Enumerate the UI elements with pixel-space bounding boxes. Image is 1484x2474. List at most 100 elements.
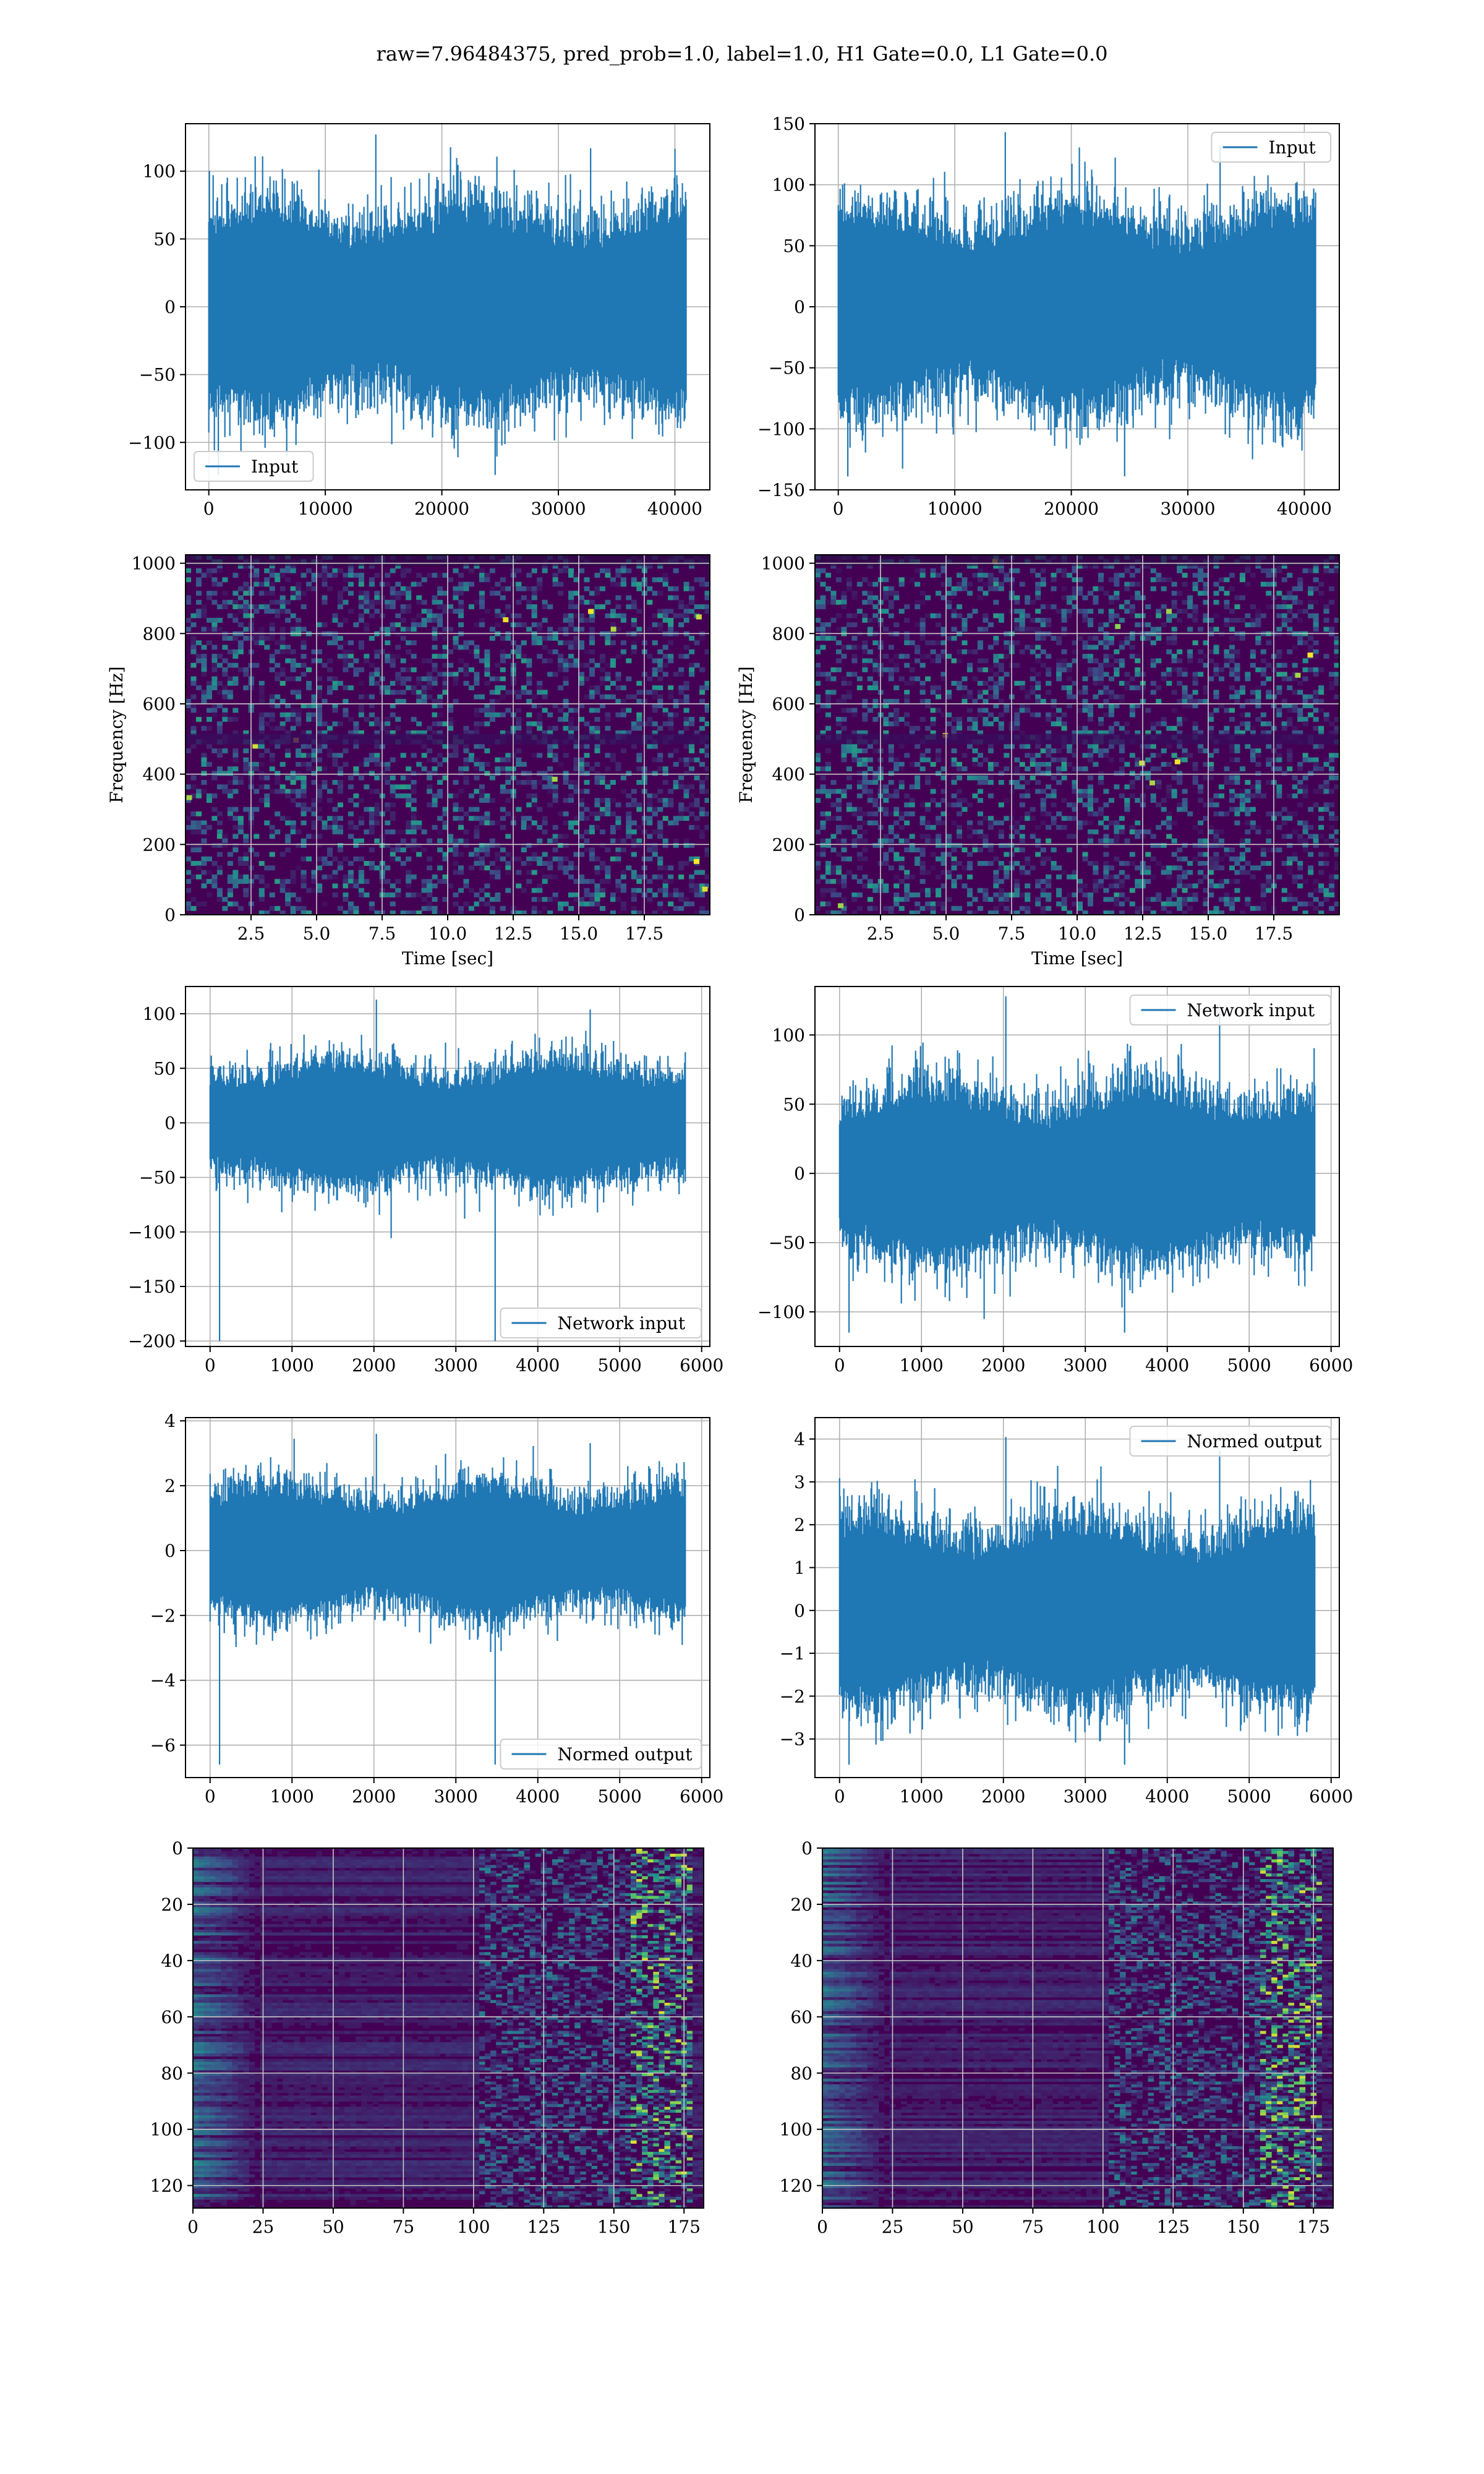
heatmap-cell [270,829,275,834]
heatmap-cell [1035,658,1041,663]
heatmap-cell [1062,721,1067,726]
y-axis-label: Frequency [Hz] [106,666,127,803]
heatmap-cell [1114,825,1119,830]
heatmap-cell [228,766,233,771]
heatmap-cell [1109,640,1114,645]
heatmap-cell [207,726,212,731]
heatmap-cell [285,609,291,614]
heatmap-cell [416,614,422,618]
heatmap-cell [846,776,852,781]
heatmap-cell [841,645,846,650]
heatmap-cell [395,582,401,587]
heatmap-cell [825,677,831,682]
heatmap-cell [815,577,821,582]
y-tick-label: 400 [143,764,176,785]
heatmap-cell [1224,658,1229,663]
heatmap-cell [280,713,286,717]
heatmap-cell [1187,695,1193,700]
heatmap-cell [836,640,842,645]
heatmap-cell [186,857,191,862]
heatmap-cell [899,654,905,659]
heatmap-cell [621,839,626,844]
heatmap-cell [579,627,584,631]
heatmap-cell [1130,784,1135,789]
heatmap-cell [259,640,265,645]
heatmap-cell [222,667,228,672]
heatmap-cell [532,695,537,700]
heatmap-cell [1166,672,1172,677]
heatmap-cell [1297,784,1303,789]
heatmap-cell [889,794,894,798]
heatmap-cell [458,609,464,614]
heatmap-cell [678,614,684,618]
heatmap-cell [999,780,1004,785]
heatmap-cell [568,861,574,866]
heatmap-cell [988,748,994,753]
heatmap-cell [270,852,275,857]
heatmap-cell [699,636,705,641]
heatmap-cell [626,695,631,700]
heatmap-cell [1062,649,1067,654]
heatmap-cell [479,762,485,767]
heatmap-cell [1229,672,1235,677]
heatmap-cell [474,726,479,731]
heatmap-cell [862,618,868,623]
heatmap-cell [1229,780,1235,785]
heatmap-cell [259,726,265,731]
heatmap-cell [820,600,825,605]
heatmap-cell [563,699,569,704]
heatmap-cell [1177,681,1182,686]
heatmap-cell [1208,766,1214,771]
heatmap-cell [190,726,196,731]
heatmap-cell [872,596,878,601]
heatmap-cell [217,784,223,789]
heatmap-cell [652,622,658,627]
heatmap-cell [343,618,348,623]
heatmap-cell [1051,758,1057,763]
heatmap-cell [1166,825,1172,830]
heatmap-cell [484,577,490,582]
heatmap-cell [589,857,595,862]
heatmap-cell [385,721,390,726]
heatmap-cell [1119,748,1125,753]
heatmap-cell [1093,672,1098,677]
heatmap-cell [401,667,406,672]
heatmap-cell [988,744,994,749]
heatmap-cell [589,708,595,713]
heatmap-cell [993,762,999,767]
heatmap-cell [1234,811,1240,816]
heatmap-cell [353,883,359,888]
heatmap-cell [925,654,931,659]
heatmap-cell [474,758,479,763]
heatmap-cell [699,789,705,794]
heatmap-cell [589,685,595,690]
heatmap-cell [254,636,259,641]
heatmap-cell [422,906,427,911]
heatmap-cell [196,825,202,830]
heatmap-cell [275,663,280,668]
heatmap-cell [589,627,595,631]
heatmap-cell [862,577,868,582]
heatmap-cell [1329,776,1334,781]
heatmap-cell [201,829,207,834]
heatmap-cell [1082,708,1088,713]
heatmap-cell [369,604,375,609]
heatmap-cell [851,758,857,763]
heatmap-cell [663,839,668,844]
heatmap-cell [1124,568,1130,573]
heatmap-cell [411,892,417,897]
heatmap-cell [626,865,631,870]
heatmap-cell [270,726,275,731]
heatmap-cell [1193,762,1198,767]
heatmap-cell [584,892,589,897]
heatmap-cell [317,766,322,771]
heatmap-cell [458,839,464,844]
heatmap-cell [406,829,411,834]
heatmap-cell [689,843,694,848]
heatmap-cell [537,753,542,758]
heatmap-cell [196,821,202,826]
heatmap-cell [1082,640,1088,645]
heatmap-cell [479,816,485,821]
heatmap-cell [211,591,217,596]
heatmap-cell [610,897,616,902]
